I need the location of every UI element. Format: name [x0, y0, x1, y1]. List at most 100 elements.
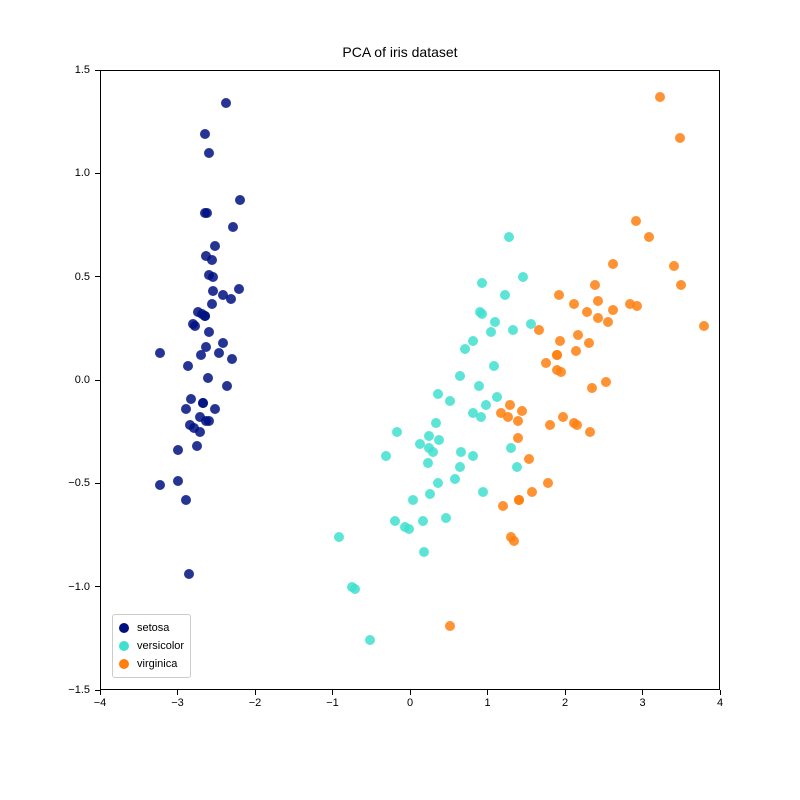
scatter-point — [608, 305, 618, 315]
scatter-point — [558, 412, 568, 422]
scatter-point — [218, 338, 228, 348]
scatter-point — [669, 261, 679, 271]
y-tick-mark — [95, 690, 100, 691]
legend: setosaversicolorvirginica — [112, 614, 191, 678]
legend-label: versicolor — [137, 640, 184, 652]
scatter-point — [496, 408, 506, 418]
scatter-point — [590, 280, 600, 290]
legend-entry: setosa — [119, 619, 184, 637]
scatter-point — [512, 462, 522, 472]
scatter-point — [474, 381, 484, 391]
scatter-point — [428, 447, 438, 457]
scatter-point — [184, 569, 194, 579]
scatter-point — [441, 513, 451, 523]
scatter-point — [218, 290, 228, 300]
scatter-point — [434, 435, 444, 445]
scatter-point — [445, 396, 455, 406]
scatter-point — [513, 416, 523, 426]
scatter-point — [492, 392, 502, 402]
scatter-point — [534, 325, 544, 335]
scatter-point — [190, 321, 200, 331]
scatter-point — [221, 98, 231, 108]
scatter-point — [545, 420, 555, 430]
scatter-point — [489, 361, 499, 371]
scatter-point — [431, 418, 441, 428]
x-tick-label: 3 — [639, 697, 645, 709]
y-tick-label: −1.0 — [68, 581, 90, 593]
scatter-point — [554, 290, 564, 300]
scatter-point — [584, 338, 594, 348]
scatter-point — [181, 404, 191, 414]
y-tick-mark — [95, 173, 100, 174]
scatter-point — [424, 431, 434, 441]
y-tick-label: 0.5 — [75, 271, 90, 283]
legend-label: setosa — [137, 622, 169, 634]
scatter-point — [500, 290, 510, 300]
x-tick-mark — [565, 690, 566, 695]
scatter-point — [477, 278, 487, 288]
scatter-point — [552, 365, 562, 375]
scatter-point — [675, 133, 685, 143]
scatter-point — [517, 406, 527, 416]
x-tick-label: −3 — [171, 697, 184, 709]
scatter-point — [555, 336, 565, 346]
y-tick-label: 1.0 — [75, 167, 90, 179]
scatter-point — [631, 216, 641, 226]
scatter-point — [571, 346, 581, 356]
scatter-point — [207, 255, 217, 265]
scatter-point — [433, 389, 443, 399]
x-tick-mark — [487, 690, 488, 695]
scatter-point — [210, 241, 220, 251]
scatter-point — [587, 383, 597, 393]
scatter-point — [505, 400, 515, 410]
legend-marker — [119, 623, 129, 633]
scatter-point — [181, 495, 191, 505]
scatter-point — [644, 232, 654, 242]
scatter-point — [155, 480, 165, 490]
scatter-point — [601, 377, 611, 387]
scatter-point — [408, 495, 418, 505]
scatter-point — [468, 451, 478, 461]
scatter-point — [198, 398, 208, 408]
scatter-point — [506, 443, 516, 453]
x-tick-mark — [642, 690, 643, 695]
scatter-point — [468, 336, 478, 346]
scatter-point — [445, 621, 455, 631]
scatter-point — [204, 148, 214, 158]
scatter-point — [235, 195, 245, 205]
scatter-point — [192, 441, 202, 451]
scatter-point — [582, 307, 592, 317]
scatter-point — [200, 129, 210, 139]
scatter-point — [468, 408, 478, 418]
y-tick-mark — [95, 276, 100, 277]
scatter-point — [392, 427, 402, 437]
scatter-point — [204, 327, 214, 337]
scatter-point — [486, 327, 496, 337]
scatter-point — [186, 394, 196, 404]
scatter-point — [460, 344, 470, 354]
scatter-point — [490, 317, 500, 327]
x-tick-label: 2 — [562, 697, 568, 709]
scatter-point — [234, 284, 244, 294]
plot-area — [100, 70, 720, 690]
scatter-point — [204, 416, 214, 426]
scatter-point — [228, 222, 238, 232]
scatter-point — [524, 454, 534, 464]
legend-marker — [119, 659, 129, 669]
legend-marker — [119, 641, 129, 651]
x-tick-label: 0 — [407, 697, 413, 709]
scatter-point — [350, 584, 360, 594]
x-tick-mark — [100, 690, 101, 695]
scatter-point — [676, 280, 686, 290]
scatter-point — [207, 299, 217, 309]
y-tick-mark — [95, 380, 100, 381]
scatter-point — [514, 495, 524, 505]
scatter-point — [455, 462, 465, 472]
y-tick-label: −0.5 — [68, 477, 90, 489]
scatter-point — [415, 439, 425, 449]
chart-container: PCA of iris dataset setosaversicolorvirg… — [0, 0, 800, 800]
x-tick-mark — [255, 690, 256, 695]
scatter-point — [381, 451, 391, 461]
scatter-point — [222, 381, 232, 391]
scatter-point — [155, 348, 165, 358]
